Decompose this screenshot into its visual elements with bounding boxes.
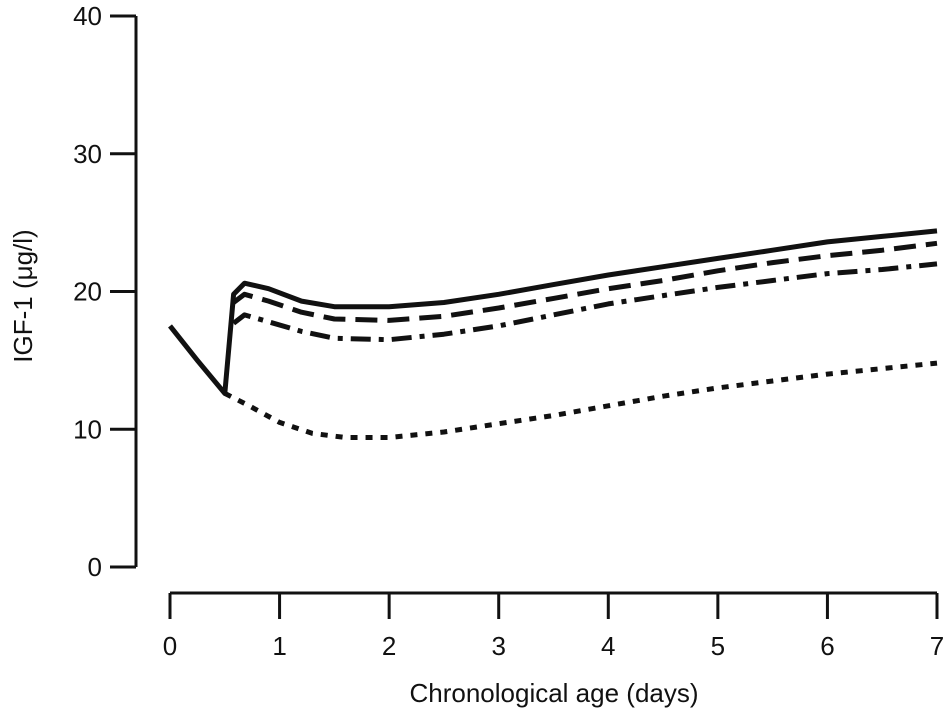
series-line-dashed: [232, 240, 938, 323]
x-tick-label: 3: [491, 631, 505, 661]
y-tick-label: 40: [73, 1, 102, 31]
series-layer: [168, 228, 938, 440]
x-tick-label: 0: [163, 631, 177, 661]
series-line-dash-dot: [232, 261, 938, 343]
y-tick-label: 10: [73, 414, 102, 444]
y-axis-title: IGF-1 (μg/l): [8, 229, 38, 362]
x-axis: 0 1 2 3 4 5 6 7: [163, 591, 944, 661]
x-tick-label: 5: [711, 631, 725, 661]
x-tick-label: 7: [930, 631, 944, 661]
x-axis-title: Chronological age (days): [409, 678, 698, 708]
x-tick-label: 4: [601, 631, 615, 661]
y-axis: 0 10 20 30 40: [73, 1, 138, 582]
x-tick-label: 1: [272, 631, 286, 661]
series-line-solid: [168, 228, 938, 396]
y-tick-label: 0: [88, 552, 102, 582]
y-tick-label: 30: [73, 139, 102, 169]
x-tick-label: 2: [382, 631, 396, 661]
y-tick-label: 20: [73, 277, 102, 307]
x-tick-label: 6: [820, 631, 834, 661]
series-line-dotted: [223, 360, 938, 440]
